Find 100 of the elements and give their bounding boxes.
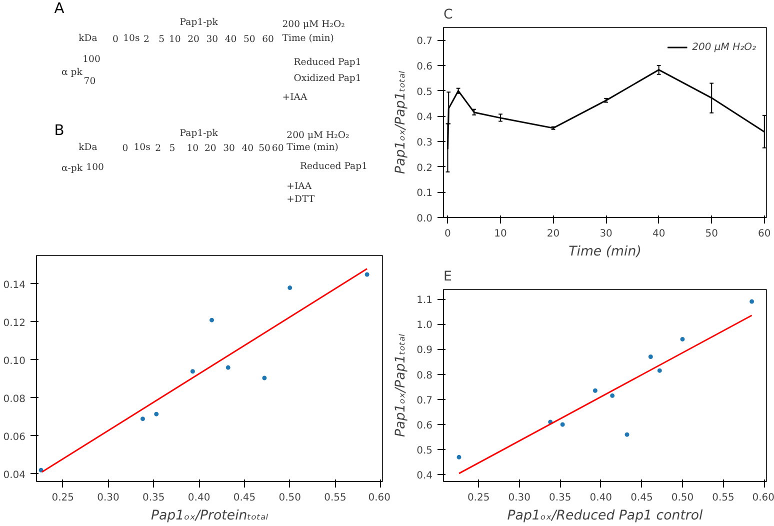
point [288, 286, 292, 290]
x-tick-label: 20 [546, 228, 560, 240]
y-tick-label: 0.4 [416, 470, 433, 482]
category-label: 10 [186, 143, 199, 154]
x-tick-label: 0.55 [712, 492, 734, 504]
x-tick-label: 0.30 [97, 492, 120, 504]
point [592, 388, 598, 393]
category-label: 20 [188, 34, 200, 45]
point [624, 432, 630, 437]
x-tick-label: 0.50 [671, 492, 694, 504]
legend-label: 200 μM H₂O₂ [692, 42, 756, 52]
category-label: 50 [243, 34, 256, 45]
y-tick-label: 0.6 [416, 420, 433, 432]
x-axis-title: Pap1ₒₓ/Proteinₜₒₜₐₗ [150, 508, 269, 524]
point [648, 354, 653, 360]
text: Pap1-pk [180, 17, 218, 28]
y-tick-label: 0.4 [416, 112, 433, 124]
point [154, 412, 159, 416]
y-tick-label: 0.3 [416, 138, 433, 148]
y-tick-label: 0.7 [416, 36, 433, 48]
text: Pap1-pk [180, 128, 218, 139]
y-tick-label: 0.2 [416, 162, 433, 174]
text: 100 [82, 54, 100, 65]
y-tick-label: 0.04 [3, 470, 26, 481]
point [262, 376, 267, 380]
x-tick-label: 0.60 [368, 492, 390, 504]
text: B [54, 122, 64, 139]
text: α-pk [61, 163, 83, 174]
y-tick-label: 0.8 [416, 370, 433, 382]
x-tick-label: 60 [758, 228, 771, 240]
x-tick-label: 0.50 [278, 492, 302, 504]
point [190, 369, 195, 374]
x-tick-label: 30 [600, 228, 612, 240]
text: kDa [78, 142, 98, 153]
y-axis-title: Pap1ₒₓ/Pap1ₜₒₜₐₗ [394, 70, 409, 174]
y-tick-label: 0.6 [416, 62, 433, 72]
text: 70 [84, 76, 96, 87]
y-tick-label: 0.0 [416, 214, 433, 224]
text: α pk [62, 67, 83, 78]
text: +IAA [286, 181, 312, 192]
x-tick-label: 0.35 [549, 492, 572, 504]
x-tick-label: 0.35 [142, 492, 165, 504]
x-tick-label: 50 [705, 228, 718, 240]
y-axis-title: Pap1ₒₓ/Pap1ₜₒₜₐₗ [394, 333, 409, 438]
category-label: 50 [258, 143, 271, 154]
category-label: 60 [262, 34, 274, 45]
y-tick-label: 0.5 [416, 446, 433, 457]
category-label: 5 [158, 34, 165, 45]
category-label: 0 [112, 34, 118, 45]
y-tick-label: 0.7 [416, 395, 433, 406]
x-axis-title: Time (min) [568, 244, 642, 260]
text: Oxidized Pap1 [294, 73, 362, 84]
category-label: 40 [224, 34, 237, 45]
y-tick-label: 0.12 [3, 318, 26, 329]
x-tick-label: 0.45 [630, 492, 653, 504]
text: +DTT [286, 194, 316, 205]
x-tick-label: 0.45 [233, 492, 256, 504]
category-label: 5 [169, 143, 176, 154]
point [456, 454, 462, 460]
x-tick-label: 0 [444, 228, 451, 240]
point [560, 422, 565, 427]
text: Time (min) [282, 33, 334, 44]
point [140, 416, 145, 422]
x-tick-label: 40 [652, 228, 666, 240]
point [364, 272, 370, 277]
x-tick-label: 0.30 [508, 492, 530, 504]
y-tick-label: 0.06 [3, 432, 26, 443]
category-label: 40 [242, 143, 254, 154]
point [226, 365, 230, 370]
y-tick-label: 0.5 [416, 86, 433, 98]
point [38, 468, 44, 472]
x-tick-label: 0.40 [188, 492, 210, 504]
point [680, 336, 685, 342]
x-tick-label: 0.25 [467, 492, 490, 504]
point [657, 368, 662, 373]
y-tick-label: 0.9 [416, 345, 433, 356]
category-label: 30 [206, 34, 218, 45]
category-label: 2 [155, 143, 162, 154]
x-tick-label: 0.60 [752, 492, 774, 504]
point [750, 299, 754, 304]
point [610, 393, 615, 398]
chart-title: C [444, 8, 453, 22]
category-label: 10s [134, 142, 151, 153]
y-tick-label: 0.10 [3, 356, 26, 367]
text: kDa [78, 33, 98, 44]
text: Time (min) [286, 142, 338, 153]
category-label: 60 [272, 143, 284, 154]
point [210, 318, 214, 322]
text: 200 μM H₂O₂ [282, 19, 346, 30]
category-label: 0 [122, 143, 128, 154]
x-tick-label: 10 [494, 228, 507, 240]
y-tick-label: 1.1 [416, 295, 433, 306]
text: A [54, 0, 64, 17]
category-label: 20 [204, 143, 216, 154]
x-axis-title: Pap1ₒₓ/Reduced Pap1 control [507, 508, 704, 524]
category-label: 2 [144, 34, 150, 45]
x-tick-label: 0.25 [52, 492, 74, 504]
text: Reduced Pap1 [300, 161, 368, 172]
text: 100 [86, 162, 104, 173]
x-tick-label: 0.40 [590, 492, 612, 504]
